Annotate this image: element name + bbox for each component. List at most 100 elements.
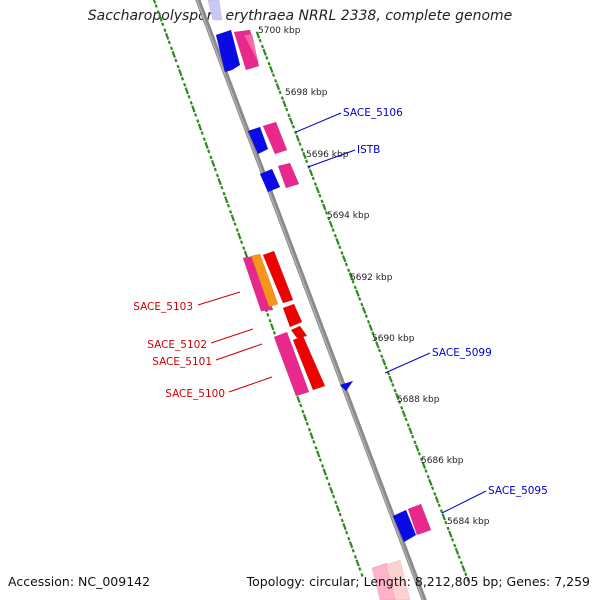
gene-label-leader (210, 328, 254, 344)
gene-arrow (250, 253, 279, 308)
gc-dot (338, 245, 342, 250)
gc-dot (240, 240, 244, 244)
gc-dot (386, 371, 391, 376)
gc-dot (233, 222, 237, 226)
gc-dot (388, 375, 393, 383)
genome-summary-text: Topology: circular; Length: 8,212,805 bp… (246, 574, 590, 589)
gc-dot (213, 167, 217, 172)
gc-dot (267, 61, 271, 66)
gene-label-leader (295, 112, 342, 133)
gc-dot (466, 578, 470, 582)
accession-text: Accession: NC_009142 (8, 574, 151, 589)
gc-dot (209, 155, 213, 160)
gc-dot (202, 137, 206, 142)
gc-dot (353, 554, 358, 559)
gc-dot (320, 199, 324, 204)
gene-label: SACE_5099 (432, 347, 492, 359)
gc-dot (169, 46, 174, 51)
gc-dot (217, 178, 222, 186)
gc-dot (331, 494, 336, 499)
gc-dot (154, 4, 158, 8)
gc-dot (260, 44, 265, 49)
gc-dot (353, 285, 357, 290)
gc-dot (184, 87, 190, 95)
gc-dot (368, 324, 373, 332)
gene-arrow (339, 380, 354, 392)
gc-dot (393, 388, 397, 393)
gc-dot (287, 113, 291, 118)
gc-dot (210, 159, 216, 167)
gc-dot (230, 214, 236, 222)
gc-dot (426, 474, 430, 479)
gc-dot (313, 182, 318, 187)
gc-dot (285, 107, 289, 112)
gc-dot (296, 395, 301, 404)
gene-features (207, 0, 432, 600)
gc-dot (180, 76, 185, 81)
gc-dot (274, 79, 278, 83)
gc-dot (156, 10, 160, 14)
gc-dot (335, 504, 341, 512)
gc-dot (424, 469, 428, 473)
gene-arrow (407, 503, 432, 536)
gene-arrow (242, 255, 274, 312)
gc-dot (314, 446, 318, 450)
gc-dot (318, 458, 322, 462)
gc-dot (361, 306, 367, 314)
gc-dot (401, 410, 407, 418)
gc-dot (178, 69, 183, 77)
gene-label: SACE_5106 (343, 107, 403, 119)
gc-dot (428, 478, 433, 487)
gc-dot (331, 228, 335, 232)
gc-dot (347, 536, 351, 541)
gc-dot (312, 439, 316, 444)
gc-dot (358, 567, 362, 571)
gc-dot (269, 65, 274, 73)
gc-dot (414, 444, 420, 452)
gc-dot (305, 421, 309, 426)
gc-dot (347, 268, 351, 273)
gc-dot (400, 406, 404, 410)
backbone-line (195, 0, 427, 600)
gc-dot (340, 251, 344, 255)
gc-dot (355, 289, 360, 297)
gc-dot (167, 40, 171, 45)
gene-arrow (385, 559, 411, 600)
gene-label-leader (384, 352, 431, 374)
gc-dot (311, 176, 315, 181)
gene-label-leader (441, 490, 487, 514)
gc-dot (342, 523, 347, 531)
gc-dot (334, 500, 338, 505)
gc-dot (222, 191, 226, 196)
gc-dot (417, 451, 421, 456)
gc-dot (243, 250, 249, 258)
gc-dot (373, 337, 377, 341)
gc-dot (344, 262, 349, 267)
gc-dot (327, 216, 331, 221)
gc-dot (268, 318, 272, 323)
gc-dot (322, 468, 327, 476)
gc-dot (258, 38, 262, 43)
gc-dot (302, 151, 307, 160)
gc-dot (413, 440, 417, 445)
gc-dot (215, 173, 220, 178)
gene-label-leader (197, 291, 241, 306)
gene-label-leader (215, 343, 263, 361)
gene-arrow (277, 162, 300, 189)
gc-dot (191, 105, 196, 113)
gc-dot (391, 383, 395, 387)
gc-dot (324, 210, 329, 215)
gc-dot (271, 73, 276, 78)
tick-label: 5684 kbp (447, 517, 490, 527)
gene-arrow (282, 303, 303, 328)
gc-dot (204, 141, 209, 149)
gc-dot (333, 233, 337, 238)
gc-dot (237, 232, 242, 240)
gene-arrow (215, 29, 241, 73)
gc-dot (348, 272, 354, 280)
gc-dot (366, 319, 371, 324)
gc-dot (278, 90, 282, 95)
gc-dot (360, 302, 364, 307)
gc-dot (299, 403, 303, 408)
gc-dot (295, 134, 301, 142)
